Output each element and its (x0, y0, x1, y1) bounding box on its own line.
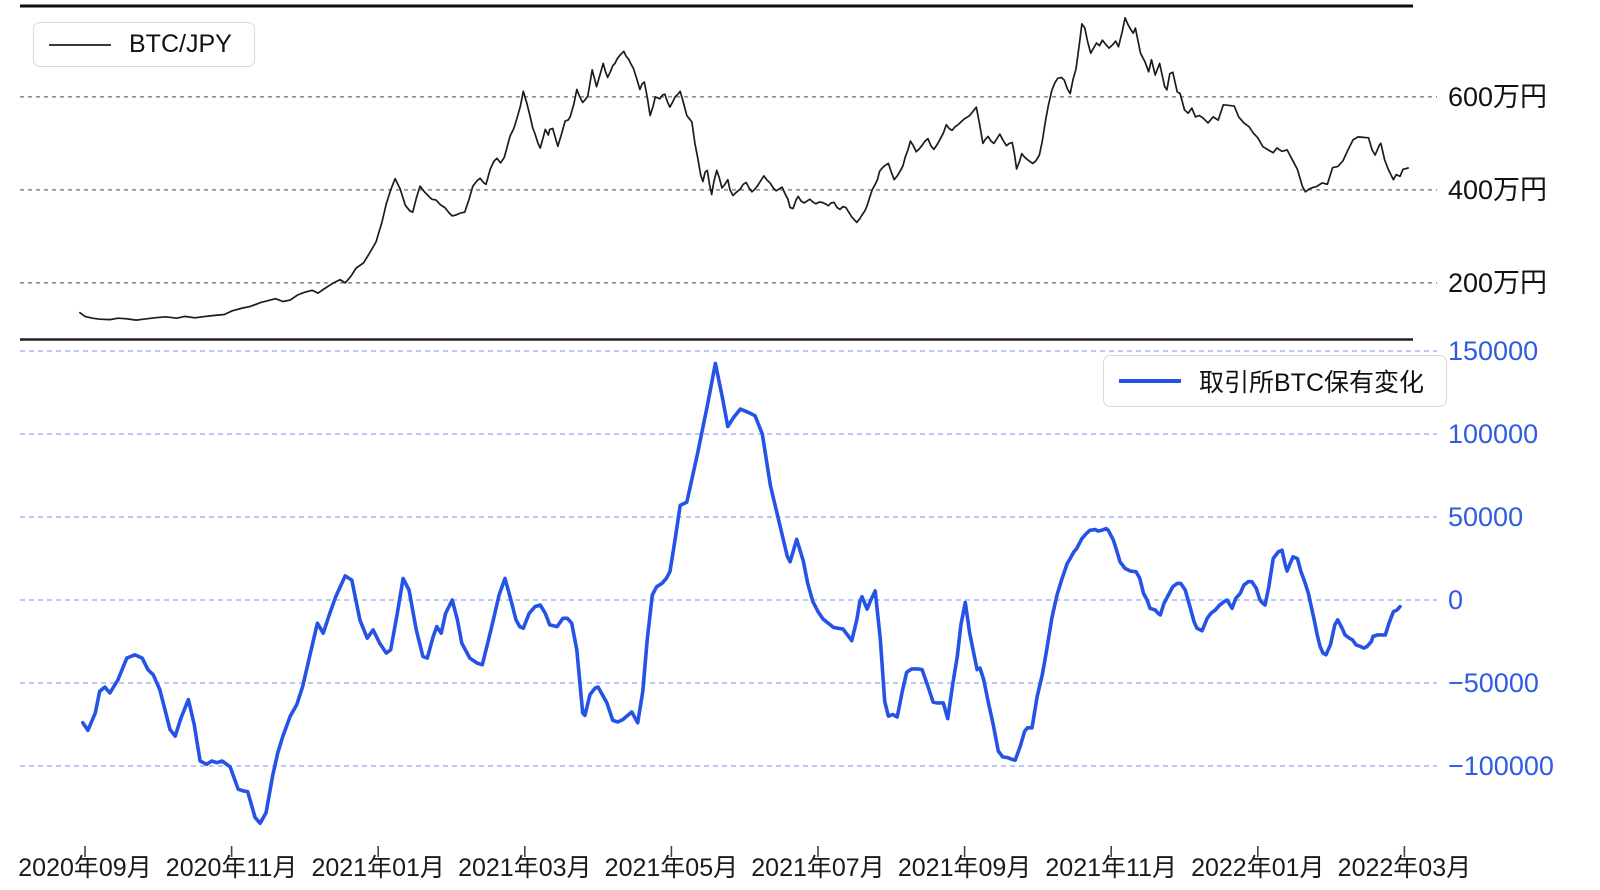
btc-jpy-line[interactable] (79, 16, 1409, 321)
y-tick-label: 200万円 (1448, 268, 1547, 298)
x-tick-label: 2021年11月 (1045, 854, 1177, 882)
y-tick-label: 400万円 (1448, 175, 1547, 205)
y-tick-label: 100000 (1448, 419, 1538, 449)
x-tick-label: 2022年03月 (1338, 854, 1471, 882)
btc-jpy-line-swatch (49, 43, 111, 46)
y-tick-label: −100000 (1448, 751, 1554, 781)
x-tick-label: 2021年05月 (605, 854, 738, 882)
y-tick-label: −50000 (1448, 668, 1539, 698)
legend-btc-jpy-label: BTC/JPY (129, 30, 232, 58)
y-tick-label: 50000 (1448, 502, 1523, 532)
y-tick-label: 0 (1448, 585, 1463, 615)
x-tick-label: 2022年01月 (1191, 854, 1324, 882)
y-tick-label: 150000 (1448, 336, 1538, 366)
x-tick-label: 2021年03月 (458, 854, 591, 882)
legend-btc-jpy[interactable]: BTC/JPY (33, 22, 255, 67)
x-tick-label: 2021年07月 (751, 854, 884, 882)
x-tick-label: 2021年09月 (898, 854, 1031, 882)
legend-exchange-btc-holdings[interactable]: 取引所BTC保有変化 (1103, 355, 1448, 407)
x-tick-label: 2020年09月 (18, 854, 151, 882)
x-tick-label: 2020年11月 (166, 854, 298, 882)
y-tick-label: 600万円 (1448, 82, 1547, 112)
legend-exchange-btc-holdings-label: 取引所BTC保有変化 (1199, 369, 1425, 397)
exchange-holdings-line[interactable] (81, 361, 1402, 826)
x-tick-label: 2021年01月 (311, 854, 444, 882)
holdings-line-swatch (1119, 379, 1181, 383)
